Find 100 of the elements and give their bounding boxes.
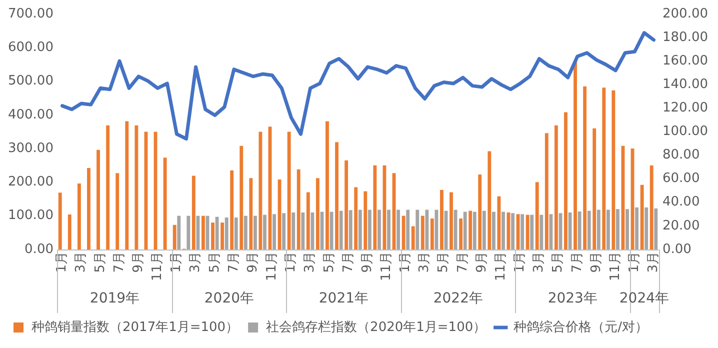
text: 2020年 <box>204 290 254 307</box>
bar <box>406 210 410 250</box>
bar <box>554 125 558 250</box>
bar <box>420 216 424 250</box>
y2-tick-label: 60.00 <box>662 171 700 186</box>
bar <box>530 214 534 250</box>
y2-tick-label: 200.00 <box>662 6 708 22</box>
y-tick-label: 600.00 <box>8 40 54 56</box>
x-tick-label: 3月 <box>532 251 547 273</box>
bar <box>220 222 224 250</box>
bar <box>616 209 620 250</box>
bar <box>650 165 654 250</box>
bar <box>578 211 582 250</box>
bar <box>368 210 372 250</box>
bar <box>335 142 338 250</box>
x-tick-label: 9月 <box>245 251 260 273</box>
bar <box>116 173 120 250</box>
bar <box>463 212 467 250</box>
bar <box>497 196 501 250</box>
bar <box>574 61 577 250</box>
bar <box>240 146 244 250</box>
bar <box>587 210 591 250</box>
x-tick-label: 5月 <box>322 251 337 273</box>
y2-tick-label: 20.00 <box>662 218 700 234</box>
bar <box>96 150 100 250</box>
bar <box>468 210 472 250</box>
bar <box>172 224 176 250</box>
bar <box>192 176 196 250</box>
x-tick-label: 11月 <box>608 251 623 282</box>
x-tick-label: 11月 <box>264 251 280 282</box>
bar <box>502 212 505 250</box>
bar <box>253 216 257 250</box>
x-tick-label: 5月 <box>92 251 108 273</box>
bar <box>373 165 377 250</box>
x-tick-label: 11月 <box>493 251 508 282</box>
bar <box>459 218 463 250</box>
bar <box>339 210 343 250</box>
bar <box>249 178 253 250</box>
x-tick-label: 9月 <box>360 251 375 273</box>
legend-label: 社会鸽存栏指数（2020年1月=100） <box>266 320 486 335</box>
bar <box>472 212 476 250</box>
x-tick-label: 3月 <box>74 251 89 273</box>
bar <box>612 90 616 250</box>
x-tick-label: 9月 <box>130 251 146 273</box>
bar <box>354 187 358 250</box>
bar <box>482 210 486 250</box>
x-tick-label: 5月 <box>436 251 452 273</box>
x-tick-label: 9月 <box>588 251 604 273</box>
bar <box>416 210 420 250</box>
bar <box>640 184 644 250</box>
bar <box>520 214 524 250</box>
bar <box>564 112 568 250</box>
bar <box>177 216 181 250</box>
bar <box>292 212 296 250</box>
bar <box>511 213 515 250</box>
bar <box>244 216 248 250</box>
y-tick-label: 300.00 <box>8 140 54 156</box>
bar <box>583 86 587 250</box>
bar <box>450 192 453 250</box>
x-tick-label: 11月 <box>150 251 166 282</box>
x-tick-label: 5月 <box>550 251 566 273</box>
bar <box>378 210 381 250</box>
bar <box>430 218 434 250</box>
bar <box>492 212 496 250</box>
bar <box>230 170 234 250</box>
y2-tick-label: 100.00 <box>662 124 708 140</box>
bar <box>425 210 429 250</box>
bar <box>68 214 72 250</box>
y-tick-label: 500.00 <box>8 74 54 89</box>
text: 2021年 <box>318 290 369 307</box>
bar <box>596 210 600 250</box>
bar <box>544 133 548 250</box>
text: 2023年 <box>548 290 598 307</box>
legend-label: 种鸽综合价格（元/对） <box>514 320 648 335</box>
bar <box>592 128 596 250</box>
bar <box>440 190 444 250</box>
y2-tick-label: 0.00 <box>662 242 692 257</box>
bar <box>602 88 606 250</box>
bar <box>163 158 167 250</box>
bar <box>106 125 110 250</box>
bar <box>316 178 320 250</box>
bar <box>396 210 400 250</box>
bar <box>77 184 81 250</box>
y2-tick-label: 160.00 <box>662 53 708 68</box>
x-tick-label: 3月 <box>188 251 204 273</box>
y2-tick-label: 120.00 <box>662 100 708 116</box>
bar <box>644 207 648 250</box>
bar <box>402 216 406 250</box>
y-tick-label: 100.00 <box>8 208 54 224</box>
bar <box>516 214 520 250</box>
bar <box>272 214 276 250</box>
bar <box>306 192 310 250</box>
bar <box>535 182 539 250</box>
bar <box>58 192 62 250</box>
bar <box>364 191 368 250</box>
bar <box>358 210 362 250</box>
text: 2024年 <box>619 290 670 307</box>
bar <box>411 226 415 250</box>
x-tick-label: 5月 <box>207 251 222 273</box>
x-tick-label: 7月 <box>340 251 356 273</box>
